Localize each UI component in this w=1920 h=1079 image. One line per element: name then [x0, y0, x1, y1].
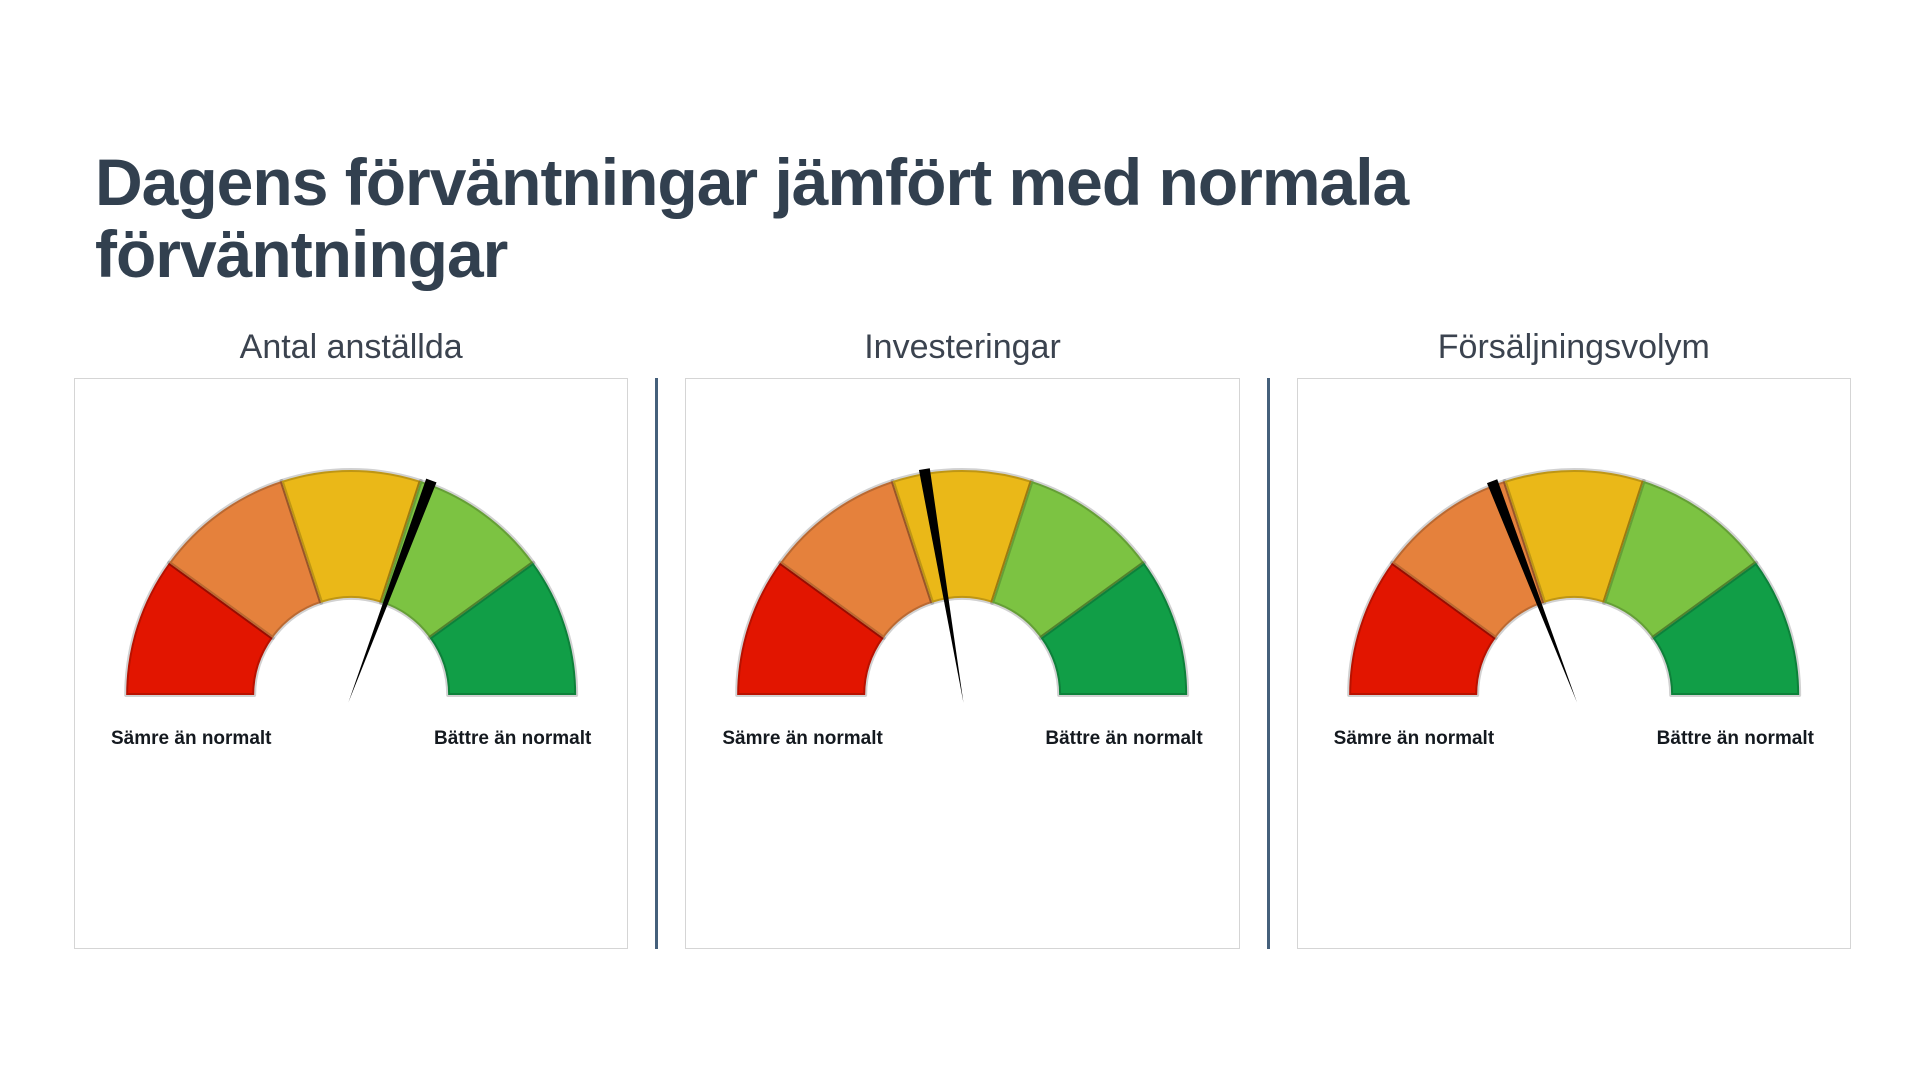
gauge-title-employees: Antal anställda — [239, 328, 463, 366]
gauge-segment-green — [1038, 560, 1190, 697]
gauge-segment-yellow — [1502, 468, 1646, 605]
gauge-chart-employees — [124, 468, 579, 703]
gauge-axis-labels: Sämre än normalt Bättre än normalt — [1334, 728, 1814, 750]
gauge-title-sales-volume: Försäljningsvolym — [1437, 328, 1710, 366]
gauge-segment-red — [124, 560, 275, 697]
gauge-panel-box: Sämre än normalt Bättre än normalt — [1296, 378, 1851, 949]
gauge-chart-investments — [735, 468, 1190, 703]
gauge-segment-red — [735, 560, 887, 697]
page-title: Dagens förväntningar jämfört med normala… — [95, 145, 1409, 291]
gauge-axis-labels: Sämre än normalt Bättre än normalt — [111, 728, 591, 750]
gauge-left-label: Sämre än normalt — [111, 728, 272, 749]
gauge-employees: Antal anställda Sämre än normalt Bättre … — [74, 322, 629, 949]
gauge-segment-red — [1346, 560, 1498, 697]
panel-divider — [1266, 378, 1270, 949]
gauge-segment-green — [1650, 560, 1801, 697]
gauge-segment-green — [427, 560, 579, 697]
gauge-panels-row: Antal anställda Sämre än normalt Bättre … — [74, 322, 1851, 949]
gauge-left-label: Sämre än normalt — [1333, 728, 1495, 749]
gauge-axis-labels: Sämre än normalt Bättre än normalt — [722, 728, 1202, 750]
gauge-segment-orange — [167, 479, 324, 640]
gauge-right-label: Bättre än normalt — [1656, 728, 1814, 749]
gauge-left-label: Sämre än normalt — [722, 728, 883, 749]
gauge-panel-box: Sämre än normalt Bättre än normalt — [685, 378, 1240, 949]
gauge-segment-light-green — [1601, 479, 1758, 640]
page: Dagens förväntningar jämfört med normala… — [0, 146, 1920, 1079]
gauge-panel-box: Sämre än normalt Bättre än normalt — [74, 378, 629, 949]
gauge-needle — [1486, 479, 1577, 703]
gauge-needle — [348, 478, 437, 703]
gauge-chart-sales-volume — [1346, 468, 1801, 703]
gauge-sales-volume: Försäljningsvolym Sämre än normalt Bättr… — [1296, 322, 1851, 949]
gauge-segment-orange — [778, 479, 935, 640]
gauge-title-investments: Investeringar — [864, 328, 1061, 366]
gauge-right-label: Bättre än normalt — [434, 728, 592, 749]
gauge-investments: Investeringar Sämre än normalt Bättre än… — [685, 322, 1240, 949]
gauge-needle — [919, 468, 964, 703]
gauge-right-label: Bättre än normalt — [1045, 728, 1203, 749]
gauge-segment-light-green — [990, 479, 1147, 640]
panel-divider — [655, 378, 659, 949]
gauge-segment-yellow — [279, 468, 423, 605]
gauges-area: Antal anställda Sämre än normalt Bättre … — [74, 322, 1851, 949]
